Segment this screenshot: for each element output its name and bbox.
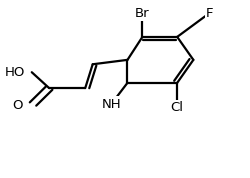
Text: HO: HO — [5, 66, 25, 79]
Text: F: F — [206, 7, 213, 20]
Text: Br: Br — [135, 7, 150, 20]
Text: NH: NH — [102, 98, 121, 111]
Text: Cl: Cl — [171, 101, 184, 114]
Text: O: O — [12, 99, 23, 112]
